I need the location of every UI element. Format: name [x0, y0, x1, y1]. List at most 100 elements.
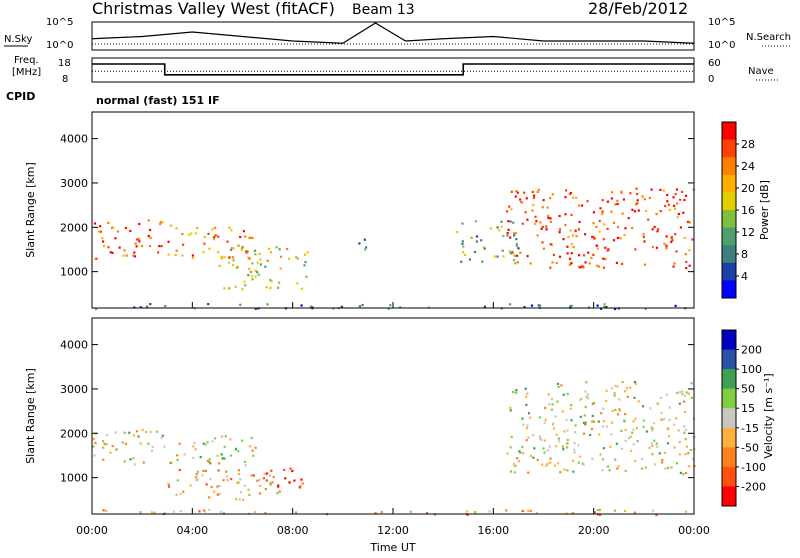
freq-panel: Freq. [MHz] 18 8 60 0 Nave CPID normal (…	[6, 55, 778, 107]
echo-cell	[248, 493, 251, 496]
velocity-panel: 1000 2000 3000 4000 Slant Range [km] 200 100…	[24, 302, 775, 554]
echo-cell	[601, 469, 604, 472]
echo-cell	[577, 444, 580, 447]
power-colorbar-label: Power [dB]	[758, 180, 771, 240]
echo-cell	[579, 415, 582, 418]
echo-cell	[541, 225, 544, 228]
echo-cell	[577, 228, 580, 231]
echo-cell	[124, 226, 127, 230]
echo-cell	[605, 399, 608, 402]
echo-cell	[179, 493, 182, 496]
echo-cell	[656, 445, 659, 448]
echo-cell	[599, 453, 602, 456]
echo-cell	[524, 387, 527, 390]
echo-cell	[529, 262, 532, 265]
nave-tick-60: 60	[708, 58, 721, 69]
echo-cell	[518, 450, 521, 453]
echo-cell	[549, 220, 552, 223]
echo-cell	[305, 275, 308, 278]
echo-cell	[212, 238, 216, 241]
echo-cell	[645, 430, 649, 433]
echo-cell	[582, 254, 586, 257]
echo-cell	[562, 393, 565, 396]
echo-cell	[223, 256, 226, 259]
echo-cell	[647, 218, 650, 221]
echo-cell	[202, 251, 205, 254]
echo-cell	[612, 221, 616, 224]
echo-cell	[149, 245, 152, 248]
echo-cell	[652, 422, 655, 425]
velocity-colorbar: 200 100 50 15 -15 -50 -100 -200	[721, 329, 766, 507]
echo-cell	[225, 470, 228, 473]
echo-cell	[610, 191, 614, 194]
echo-cell	[620, 191, 623, 194]
echo-cell	[179, 510, 182, 513]
echo-cell	[248, 267, 251, 270]
echo-cell	[563, 468, 566, 471]
echo-cell	[140, 244, 144, 248]
echo-cell	[278, 281, 281, 284]
echo-cell	[591, 414, 594, 417]
count-tick-high-right: 10^5	[708, 17, 735, 28]
echo-cell	[674, 193, 677, 196]
echo-cell	[621, 212, 624, 215]
echo-cell	[572, 246, 575, 249]
colorbar-tick-label: -15	[741, 422, 759, 435]
echo-cell	[558, 440, 561, 443]
echo-cell	[604, 258, 607, 261]
echo-cell	[239, 303, 242, 306]
echo-cell	[526, 255, 529, 258]
echo-cell	[214, 437, 217, 440]
echo-cell	[239, 235, 242, 239]
echo-cell	[684, 453, 687, 456]
echo-cell	[564, 213, 567, 216]
echo-cell	[683, 431, 686, 434]
colorbar-segment	[722, 388, 736, 409]
echo-cell	[630, 449, 633, 452]
echo-cell	[602, 266, 605, 269]
echo-cell	[533, 447, 536, 450]
echo-cell	[606, 227, 609, 230]
echo-cell	[566, 392, 569, 395]
echo-cell	[470, 236, 473, 239]
echo-cell	[139, 442, 142, 445]
echo-cell	[521, 417, 524, 420]
echo-cell	[662, 189, 665, 192]
echo-cell	[538, 435, 541, 438]
echo-cell	[296, 282, 299, 285]
echo-cell	[612, 239, 615, 242]
colorbar-segment	[722, 486, 736, 507]
echo-cell	[160, 245, 163, 248]
echo-cell	[121, 441, 124, 444]
colorbar-tick-label: 24	[741, 160, 755, 173]
echo-cell	[509, 446, 512, 449]
echo-cell	[593, 511, 596, 514]
echo-cell	[676, 202, 679, 205]
echo-cell	[632, 443, 635, 446]
echo-cell	[109, 251, 112, 254]
echo-cell	[559, 471, 562, 474]
echo-cell	[251, 278, 254, 281]
echo-cell	[605, 306, 608, 309]
echo-cell	[509, 303, 512, 306]
echo-cell	[575, 196, 578, 200]
echo-cell	[208, 458, 211, 461]
echo-cell	[683, 400, 686, 403]
echo-cell	[527, 509, 530, 512]
echo-cell	[555, 261, 558, 265]
echo-cell	[147, 442, 150, 445]
echo-cell	[610, 421, 614, 424]
echo-cell	[266, 472, 269, 475]
echo-cell	[509, 470, 512, 473]
echo-cell	[129, 229, 132, 233]
echo-cell	[206, 459, 209, 462]
echo-cell	[187, 233, 191, 236]
echo-cell	[512, 221, 515, 224]
echo-cell	[246, 250, 249, 253]
colorbar-tick-label: 16	[741, 204, 755, 217]
echo-cell	[425, 512, 429, 515]
echo-cell	[685, 260, 688, 264]
echo-cell	[670, 236, 673, 239]
echo-cell	[602, 407, 605, 410]
echo-cell	[676, 391, 679, 394]
